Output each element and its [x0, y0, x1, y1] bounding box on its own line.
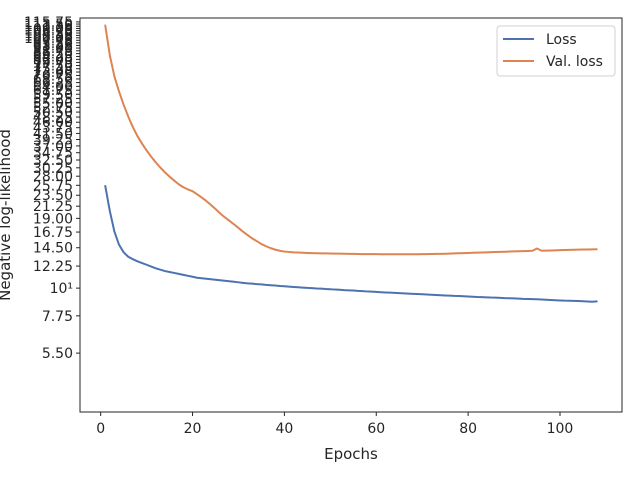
- y-tick-label: 7.75: [42, 309, 73, 325]
- y-tick-label: 34.75: [33, 146, 73, 162]
- y-tick-label: 111.25: [24, 19, 73, 35]
- y-tick-label: 68.50: [33, 72, 73, 88]
- y-tick-label: 93.25: [33, 38, 73, 54]
- y-tick-label: 46.00: [33, 115, 73, 131]
- y-tick-label: 32.50: [33, 153, 73, 169]
- y-tick-label: 39.25: [33, 132, 73, 148]
- y-tick-label: 86.50: [33, 47, 73, 63]
- y-tick-label: 75.25: [33, 62, 73, 78]
- y-tick-label: 10¹: [50, 281, 73, 297]
- y-tick-label: 104.50: [24, 26, 73, 42]
- y-tick-label: 50.50: [33, 105, 73, 121]
- plot-frame: [79, 17, 623, 413]
- series-line-loss: [104, 184, 598, 303]
- x-axis-label: Epochs: [324, 445, 378, 463]
- y-tick-label: 95.50: [33, 36, 73, 52]
- y-tick-label: 102.25: [24, 28, 73, 44]
- legend-label-val-loss: Val. loss: [546, 54, 603, 70]
- y-tick-label: 66.25: [33, 76, 73, 92]
- y-tick-label: 100.00: [24, 31, 73, 47]
- y-tick-label: 82.00: [33, 52, 73, 68]
- y-tick-label: 115.75: [24, 15, 73, 31]
- legend-label-loss: Loss: [546, 32, 577, 48]
- y-tick-label: 41.50: [33, 126, 73, 142]
- y-tick-label: 25.75: [33, 178, 73, 194]
- legend: Loss Val. loss: [496, 25, 616, 77]
- x-tick-label: 100: [547, 421, 574, 437]
- y-tick-label: 57.25: [33, 91, 73, 107]
- y-tick-label: 23.50: [33, 188, 73, 204]
- x-tick-label: 0: [96, 421, 105, 437]
- y-tick-label: 21.25: [33, 199, 73, 215]
- y-tick-label: 12.25: [33, 259, 73, 275]
- y-tick-label: 59.50: [33, 87, 73, 103]
- y-tick-label: 55.00: [33, 96, 73, 112]
- y-tick-label: 70.75: [33, 68, 73, 84]
- y-tick-label: 77.50: [33, 59, 73, 75]
- y-tick-label: 61.75: [33, 83, 73, 99]
- y-tick-label: 43.75: [33, 121, 73, 137]
- series-layer: [104, 24, 598, 303]
- y-axis-label: Negative log-likelihood: [0, 129, 14, 301]
- y-tick-label: 84.25: [33, 49, 73, 65]
- x-tick-label: 20: [184, 421, 202, 437]
- y-tick-label: 48.25: [33, 110, 73, 126]
- y-tick-label: 88.75: [33, 44, 73, 60]
- y-tick-label: 97.75: [33, 33, 73, 49]
- y-tick-label: 113.50: [24, 17, 73, 33]
- x-tick-label: 40: [275, 421, 293, 437]
- y-tick-label: 64.00: [33, 79, 73, 95]
- x-tick-label: 60: [367, 421, 385, 437]
- y-tick-label: 28.00: [33, 169, 73, 185]
- y-axis-ticks: 5.50 7.75 10¹ 12.25 14.5016.7519.0021.2523.5…: [24, 15, 80, 362]
- x-axis-ticks: 0 20 40 60 80 100: [96, 412, 573, 437]
- y-tick-label: 73.00: [33, 65, 73, 81]
- x-tick-label: 80: [459, 421, 477, 437]
- y-tick-label: 5.50: [42, 346, 73, 362]
- plot-area: [80, 18, 622, 412]
- y-tick-label: 109.00: [24, 21, 73, 37]
- y-tick-label: 30.25: [33, 161, 73, 177]
- y-tick-label: 19.00: [33, 211, 73, 227]
- y-tick-label: 106.75: [24, 24, 73, 40]
- y-tick-label: 14.50: [33, 241, 73, 257]
- y-tick-label: 52.75: [33, 100, 73, 116]
- series-line-val-loss: [104, 24, 598, 256]
- y-tick-label: 79.75: [33, 55, 73, 71]
- y-tick-label: 37.00: [33, 139, 73, 155]
- y-tick-label: 91.00: [33, 41, 73, 57]
- y-tick-label: 16.75: [33, 225, 73, 241]
